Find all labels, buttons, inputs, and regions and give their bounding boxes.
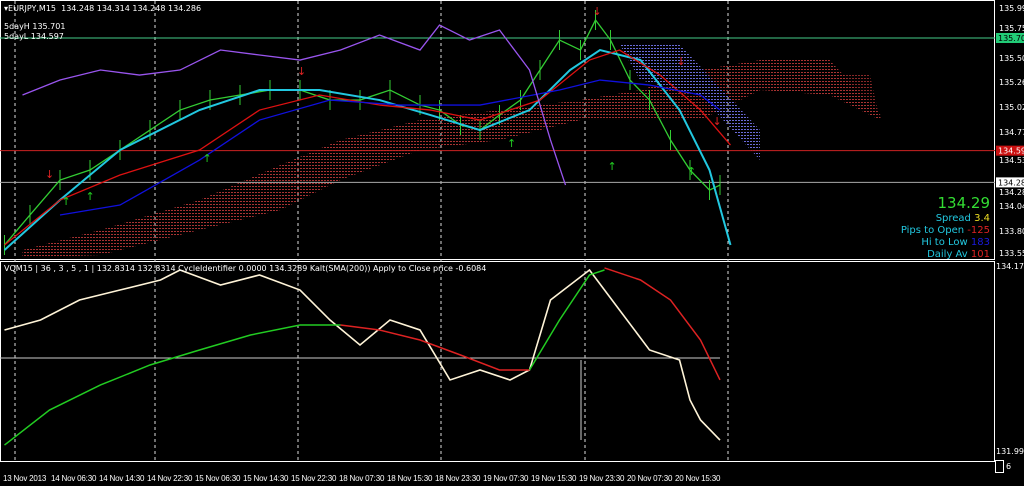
- price-tag-bg: [996, 177, 1024, 188]
- ohlc-label: 134.248 134.314 134.248 134.286: [61, 4, 202, 13]
- sell-arrow-icon: ↓: [45, 168, 54, 181]
- hilo-row: Hi to Low 183: [921, 237, 990, 249]
- ma_blue-line: [59, 79, 721, 216]
- chart-title: ▾EURJPY,M15 134.248 134.314 134.248 134.…: [4, 4, 201, 13]
- current-price: 134.29: [937, 194, 991, 212]
- time-tick: 15 Nov 22:30: [291, 474, 337, 483]
- spread-row: Spread 3.4: [936, 213, 990, 225]
- price-tick: 134.045: [999, 202, 1024, 212]
- pips-value: -125: [967, 225, 990, 236]
- price-tag: 135.701: [998, 34, 1024, 43]
- price-tick: 134.286: [999, 187, 1024, 197]
- oscillator-tick: 134.1772: [996, 262, 1024, 271]
- price-tick: 135.995: [999, 3, 1024, 13]
- sub-window-frame: [0, 261, 995, 462]
- five-day-low: 5dayL 134.597: [4, 32, 64, 41]
- price-tick: 134.775: [999, 127, 1024, 137]
- down-line: [340, 324, 530, 371]
- hilo-label: Hi to Low: [921, 237, 968, 248]
- time-tick: 13 Nov 2013: [3, 474, 47, 483]
- time-tick: 15 Nov 06:30: [195, 474, 241, 483]
- scale-corner: 6: [1006, 462, 1012, 471]
- pips-label: Pips to Open: [900, 225, 965, 236]
- daily-row: Daily Av 101: [927, 249, 990, 261]
- time-tick: 20 Nov 15:30: [675, 474, 721, 483]
- price-tick: 133.800: [999, 227, 1024, 237]
- price-tick: 135.265: [999, 77, 1024, 87]
- down-line: [604, 267, 721, 381]
- price-tag-bg: [996, 145, 1024, 156]
- pips-row: Pips to Open -125: [901, 225, 990, 237]
- up-line: [528, 269, 605, 371]
- time-tick: 15 Nov 14:30: [243, 474, 289, 483]
- spread-value: 3.4: [974, 213, 990, 224]
- osc-line: [4, 268, 721, 441]
- sell-arrow-icon: ↓: [713, 115, 722, 128]
- time-tick: 19 Nov 07:30: [483, 474, 529, 483]
- daily-label: Daily Av: [927, 249, 968, 260]
- buy-arrow-icon: ↑: [62, 195, 71, 208]
- time-tick: 19 Nov 15:30: [531, 474, 577, 483]
- price-tag-bg: [996, 33, 1024, 43]
- up-line: [4, 324, 341, 446]
- time-tick: 14 Nov 22:30: [147, 474, 193, 483]
- time-tick: 18 Nov 23:30: [435, 474, 481, 483]
- ichimoku-cloud: [22, 60, 881, 258]
- price-tick: 133.555: [999, 249, 1024, 258]
- ma_red-line: [4, 49, 731, 246]
- buy-arrow-icon: ↑: [203, 152, 212, 165]
- oscillator-tick: 131.9932: [996, 447, 1024, 457]
- time-tick: 18 Nov 15:30: [387, 474, 433, 483]
- scale-corner-box: [995, 460, 1004, 473]
- time-tick: 18 Nov 07:30: [339, 474, 385, 483]
- time-tick: 14 Nov 06:30: [51, 474, 97, 483]
- symbol-label: EURJPY,M15: [8, 4, 57, 13]
- sell-arrow-icon: ↓: [297, 65, 306, 78]
- purple-line: [22, 24, 567, 186]
- buy-arrow-icon: ↑: [687, 165, 696, 178]
- buy-arrow-icon: ↑: [86, 190, 95, 203]
- price-tick: 135.020: [999, 102, 1024, 112]
- price-tag: 134.286: [998, 178, 1024, 187]
- daily-value: 101: [970, 249, 990, 260]
- sell-arrow-icon: ↓: [677, 55, 686, 68]
- sell-arrow-icon: ↓: [593, 5, 602, 18]
- hilo-value: 183: [970, 237, 990, 248]
- price-tick: 134.530: [999, 156, 1024, 166]
- subwindow-label: VQM15 | 36 , 3 , 5 , 1 | 132.8314 132.83…: [4, 264, 487, 273]
- five-day-high: 5dayH 135.701: [4, 22, 66, 31]
- price-tag: 134.597: [998, 147, 1024, 156]
- spread-label: Spread: [935, 213, 971, 224]
- buy-arrow-icon: ↑: [608, 160, 617, 173]
- collapse-triangle-icon[interactable]: ▾: [4, 4, 9, 13]
- time-tick: 19 Nov 23:30: [579, 474, 625, 483]
- ma_cyan-line: [3, 48, 732, 251]
- price-tick: 135.505: [999, 53, 1024, 63]
- time-tick: 20 Nov 07:30: [627, 474, 673, 483]
- ichimoku-cloud-future: [800, 70, 880, 120]
- main-window-frame: [0, 0, 995, 260]
- price-tick: 135.750: [999, 23, 1024, 33]
- time-tick: 14 Nov 14:30: [99, 474, 145, 483]
- ichimoku-cloud-bearish: [620, 45, 760, 160]
- buy-arrow-icon: ↑: [507, 137, 516, 150]
